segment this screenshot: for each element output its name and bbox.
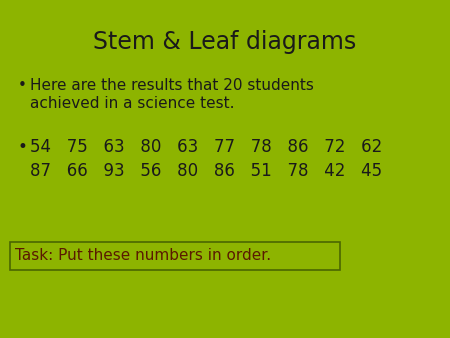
Text: Stem & Leaf diagrams: Stem & Leaf diagrams: [94, 30, 356, 54]
Text: Here are the results that 20 students: Here are the results that 20 students: [30, 78, 314, 93]
FancyBboxPatch shape: [10, 242, 340, 270]
Text: achieved in a science test.: achieved in a science test.: [30, 96, 234, 111]
Text: •: •: [18, 138, 28, 156]
Text: 54   75   63   80   63   77   78   86   72   62: 54 75 63 80 63 77 78 86 72 62: [30, 138, 382, 156]
Text: 87   66   93   56   80   86   51   78   42   45: 87 66 93 56 80 86 51 78 42 45: [30, 162, 382, 180]
Text: Task: Put these numbers in order.: Task: Put these numbers in order.: [15, 248, 271, 264]
Text: •: •: [18, 78, 27, 93]
